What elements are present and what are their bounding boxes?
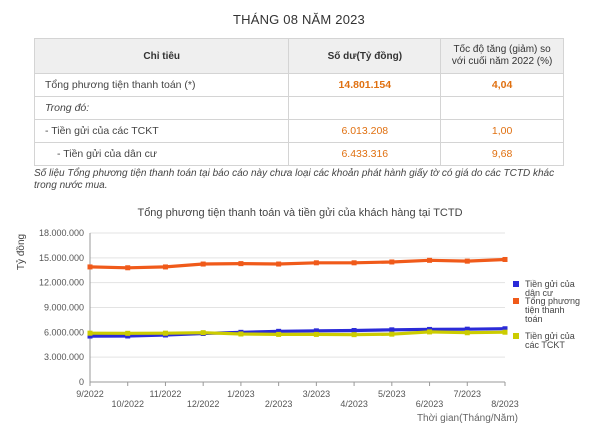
y-axis-label: Tỷ đồng [15,234,27,270]
data-point [313,328,319,334]
series-line [89,327,506,338]
x-tick-label: 9/2022 [76,389,104,399]
header-balance: Số dư(Tỷ đồng) [288,38,442,74]
x-tick-label: 7/2023 [454,389,482,399]
data-point [313,331,319,337]
data-point [238,261,244,267]
table-row: - Tiền gửi của dân cư 6.433.316 9,68 [33,142,564,166]
x-tick-label: 10/2022 [111,399,144,409]
legend-swatch [513,281,519,287]
data-point [87,264,93,270]
data-point [238,331,244,337]
row-rate [440,96,564,120]
data-point [502,329,508,335]
y-tick-label: 3.000.000 [44,352,84,362]
data-point [125,330,131,336]
x-tick-label: 2/2023 [265,399,293,409]
data-point [200,330,206,336]
data-point [200,261,206,267]
row-label: - Tiền gửi của các TCKT [33,119,290,143]
legend-entry: Tiền gửi của các TCKT [525,331,575,350]
data-point [427,329,433,335]
x-tick-label: 1/2023 [227,389,255,399]
header-indicator: Chỉ tiêu [33,38,290,74]
series-line [89,330,506,337]
x-axis-label: Thời gian(Tháng/Năm) [417,413,518,424]
line-chart: Tổng phương tiện thanh toán và tiền gửi … [15,207,580,424]
series-line [89,257,506,270]
data-point [464,326,470,332]
table-header-row: Chỉ tiêu Số dư(Tỷ đồng) Tốc độ tăng (giả… [33,38,564,74]
row-balance: 6.013.208 [288,119,442,143]
data-point [389,259,395,265]
data-point [351,328,357,334]
chart-title: Tổng phương tiện thanh toán và tiền gửi … [137,207,462,219]
data-point [87,330,93,336]
data-point [427,257,433,263]
header-growth-rate: Tốc độ tăng (giảm) so với cuối năm 2022 … [440,38,564,74]
y-tick-label: 15.000.000 [39,253,84,263]
row-balance: 14.801.154 [288,73,442,97]
legend-entry: Tổng phương tiện thanh toán [525,296,580,324]
table-row: Tổng phương tiện thanh toán (*) 14.801.1… [33,73,564,97]
data-point [464,258,470,264]
legend-swatch [513,298,519,304]
data-point [502,256,508,262]
x-tick-label: 5/2023 [378,389,406,399]
row-label: - Tiền gửi của dân cư [33,142,290,166]
x-tick-label: 8/2023 [491,399,519,409]
y-tick-label: 18.000.000 [39,228,84,238]
legend-entry: Tiền gửi của dân cư [525,279,575,298]
data-point [87,333,93,339]
statistics-table: Chỉ tiêu Số dư(Tỷ đồng) Tốc độ tăng (giả… [33,38,564,166]
data-point [502,326,508,332]
row-rate: 4,04 [440,73,564,97]
row-balance: 6.433.316 [288,142,442,166]
table-row: Trong đó: [33,96,564,120]
row-label: Trong đó: [33,96,290,120]
y-tick-label: 6.000.000 [44,327,84,337]
data-point [276,261,282,267]
data-point [313,260,319,266]
data-point [162,264,168,270]
y-tick-label: 9.000.000 [44,303,84,313]
y-tick-label: 0 [79,377,84,387]
data-point [389,327,395,333]
data-point [162,330,168,336]
x-tick-label: 12/2022 [187,399,220,409]
data-point [276,331,282,337]
data-point [464,330,470,336]
legend-swatch [513,333,519,339]
y-tick-label: 12.000.000 [39,278,84,288]
row-rate: 1,00 [440,119,564,143]
data-point [351,332,357,338]
data-point [389,331,395,337]
x-tick-label: 3/2023 [303,389,331,399]
table-row: - Tiền gửi của các TCKT 6.013.208 1,00 [33,119,564,143]
data-point [276,328,282,334]
x-tick-label: 11/2022 [150,389,182,399]
data-point [351,260,357,266]
x-tick-label: 6/2023 [416,399,444,409]
x-tick-label: 4/2023 [340,399,368,409]
data-point [125,265,131,271]
row-label: Tổng phương tiện thanh toán (*) [33,73,290,97]
footnote: Số liệu Tổng phương tiện thanh toán tại … [34,168,555,191]
data-point [125,333,131,339]
page-title: THÁNG 08 NĂM 2023 [232,12,365,27]
row-rate: 9,68 [440,142,564,166]
row-balance [288,96,442,120]
